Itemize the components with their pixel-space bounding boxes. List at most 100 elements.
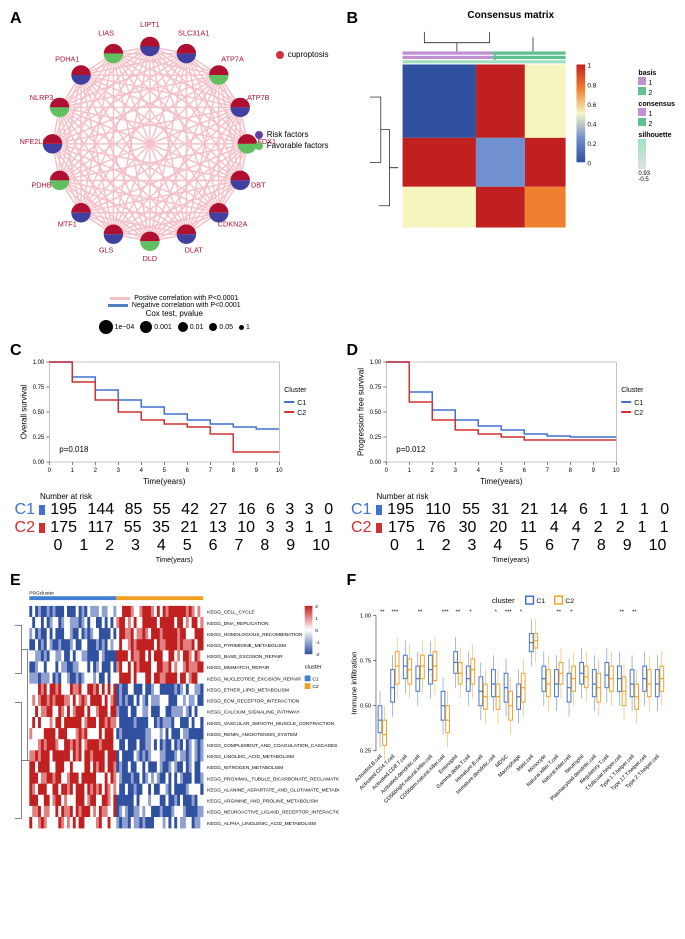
svg-text:GLS: GLS [99,245,114,254]
svg-text:0: 0 [587,161,591,168]
svg-text:KEGG_MISMATCH_REPAIR: KEGG_MISMATCH_REPAIR [207,665,270,671]
svg-text:Progression free survival: Progression free survival [356,368,365,456]
risk-table-d: C11951105531211461110C217576302011442211… [347,501,676,564]
svg-text:KEGG_ALANINE_ASPARTATE_AND_GLU: KEGG_ALANINE_ASPARTATE_AND_GLUTAMATE_MET… [207,787,338,793]
svg-text:*: * [570,610,573,616]
svg-text:KEGG_NITROGEN_METABOLISM: KEGG_NITROGEN_METABOLISM [207,765,283,771]
corr-neg-label: Negative correlation with P<0.0001 [132,302,241,309]
svg-text:8: 8 [232,468,236,474]
svg-text:1: 1 [71,468,75,474]
svg-text:C1: C1 [312,676,318,682]
svg-text:cluster: cluster [491,596,514,605]
cuproptosis-dot [276,51,284,59]
panel-d-pfs: D 0.000.250.500.751.00012345678910Progre… [347,342,676,564]
svg-text:NLRP3: NLRP3 [30,93,54,102]
panel-e-label: E [10,572,21,590]
svg-text:p=0.018: p=0.018 [59,445,89,454]
svg-text:KEGG_HOMOLOGOUS_RECOMBINATION: KEGG_HOMOLOGOUS_RECOMBINATION [207,632,303,638]
svg-text:-1: -1 [315,640,320,646]
svg-text:CDKN2A: CDKN2A [218,220,248,229]
svg-text:KEGG_LINOLEIC_ACID_METABOLISM: KEGG_LINOLEIC_ACID_METABOLISM [207,754,294,760]
svg-text:3: 3 [453,468,457,474]
risk-title-d: Number at risk [377,492,676,501]
svg-text:C2: C2 [297,410,306,417]
svg-text:9: 9 [255,468,259,474]
svg-text:KEGG_BASE_EXCISION_REPAIR: KEGG_BASE_EXCISION_REPAIR [207,654,283,660]
svg-text:*: * [469,610,472,616]
cuproptosis-label: cuproptosis [288,50,329,59]
svg-text:4: 4 [476,468,480,474]
svg-text:C2: C2 [312,684,318,690]
gsva-heatmap: PRGclusterKEGG_CELL_CYCLEKEGG_DNA_REPLIC… [10,587,339,847]
svg-text:0.25: 0.25 [369,435,381,441]
consensus-title: Consensus matrix [347,10,676,21]
pfs-survival-curve: 0.000.250.500.751.00012345678910Progress… [347,357,676,487]
svg-text:KEGG_VASCULAR_SMOOTH_MUSCLE_CO: KEGG_VASCULAR_SMOOTH_MUSCLE_CONTRACTION [207,721,335,727]
svg-text:**: ** [632,610,637,616]
svg-text:9: 9 [591,468,595,474]
svg-text:***: *** [504,610,511,616]
svg-text:LIAS: LIAS [98,29,114,38]
svg-text:1.00: 1.00 [369,360,381,366]
corr-neg-line [108,304,128,307]
svg-text:10: 10 [276,468,283,474]
svg-text:**: ** [417,610,422,616]
svg-text:0.75: 0.75 [359,659,370,665]
svg-text:0.50: 0.50 [33,410,45,416]
svg-text:**: ** [380,610,385,616]
panel-b-consensus: B Consensus matrix 00.20.40.60.81 basis … [347,10,676,334]
svg-text:-2: -2 [315,652,320,658]
svg-text:0.4: 0.4 [587,121,596,128]
panel-a-network: A LIPT1LIASSLC31A1ATP7AATP7BFDX1PDHA1DBT… [10,10,339,334]
svg-text:KEGG_CELL_CYCLE: KEGG_CELL_CYCLE [207,610,255,616]
svg-text:LIPT1: LIPT1 [140,20,159,29]
svg-text:2: 2 [94,468,98,474]
svg-text:KEGG_NEUROACTIVE_LIGAND_RECEPT: KEGG_NEUROACTIVE_LIGAND_RECEPTOR_INTERAC… [207,810,338,816]
svg-text:**: ** [455,610,460,616]
svg-text:5: 5 [499,468,503,474]
svg-text:Time(years): Time(years) [143,477,186,486]
svg-text:KEGG_ALPHA_LINOLENIC_ACID_META: KEGG_ALPHA_LINOLENIC_ACID_METABOLISM [207,821,316,827]
panel-f-label: F [347,572,357,590]
svg-text:1.00: 1.00 [359,613,370,619]
svg-text:0.50: 0.50 [369,410,381,416]
svg-text:DLD: DLD [143,254,158,263]
svg-text:ATP7B: ATP7B [247,93,270,102]
svg-text:**: ** [619,610,624,616]
svg-text:KEGG_PROXIMAL_TUBULE_BICARBONA: KEGG_PROXIMAL_TUBULE_BICARBONATE_RECLAMA… [207,776,338,782]
consensus-heatmap: 00.20.40.60.81 [347,21,676,271]
svg-text:1.00: 1.00 [33,360,45,366]
svg-text:*: * [494,610,497,616]
svg-text:*: * [519,610,522,616]
svg-text:C2: C2 [565,598,574,605]
svg-text:10: 10 [612,468,619,474]
svg-text:0.00: 0.00 [369,460,381,466]
svg-text:cluster: cluster [305,665,322,671]
svg-text:NFE2L2: NFE2L2 [20,137,47,146]
svg-text:3: 3 [117,468,121,474]
svg-text:0.75: 0.75 [369,385,381,391]
svg-text:0.8: 0.8 [587,82,596,89]
svg-text:DBT: DBT [251,181,266,190]
legend-factors: Risk factors Favorable factors [255,130,329,152]
svg-text:KEGG_RENIN_ANGIOTENSIN_SYSTEM: KEGG_RENIN_ANGIOTENSIN_SYSTEM [207,732,297,738]
svg-text:KEGG_PYRIMIDINE_METABOLISM: KEGG_PYRIMIDINE_METABOLISM [207,643,286,649]
svg-text:SLC31A1: SLC31A1 [178,29,209,38]
svg-text:1: 1 [315,616,318,622]
svg-text:KEGG_ARGININE_AND_PROLINE_META: KEGG_ARGININE_AND_PROLINE_METABOLISM [207,799,318,805]
svg-text:KEGG_COMPLEMENT_AND_COAGULATIO: KEGG_COMPLEMENT_AND_COAGULATION_CASCADES [207,743,337,749]
svg-text:DLAT: DLAT [185,245,204,254]
svg-text:7: 7 [545,468,549,474]
svg-text:Cluster: Cluster [284,387,307,394]
risk-label: Risk factors [267,130,309,139]
svg-text:1: 1 [587,63,591,70]
svg-text:**: ** [556,610,561,616]
svg-text:Time(years): Time(years) [480,477,523,486]
immune-boxplot: 0.250.500.751.00Immune infiltrationclust… [347,587,676,847]
svg-text:5: 5 [163,468,167,474]
svg-text:0.50: 0.50 [359,704,370,710]
svg-text:2: 2 [315,604,318,610]
panel-d-label: D [347,342,359,360]
svg-text:KEGG_DNA_REPLICATION: KEGG_DNA_REPLICATION [207,621,269,627]
consensus-legend: basis 1 2consensus 1 2silhouette0.93-0.5 [638,70,675,183]
